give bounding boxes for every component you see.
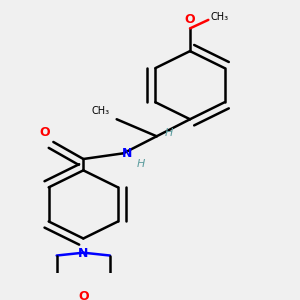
Text: N: N [122,147,132,160]
Text: O: O [39,126,50,139]
Text: N: N [78,247,88,260]
Text: O: O [185,13,195,26]
Text: H: H [165,128,173,138]
Text: O: O [78,290,88,300]
Text: H: H [137,159,145,169]
Text: CH₃: CH₃ [210,12,228,22]
Text: CH₃: CH₃ [92,106,110,116]
